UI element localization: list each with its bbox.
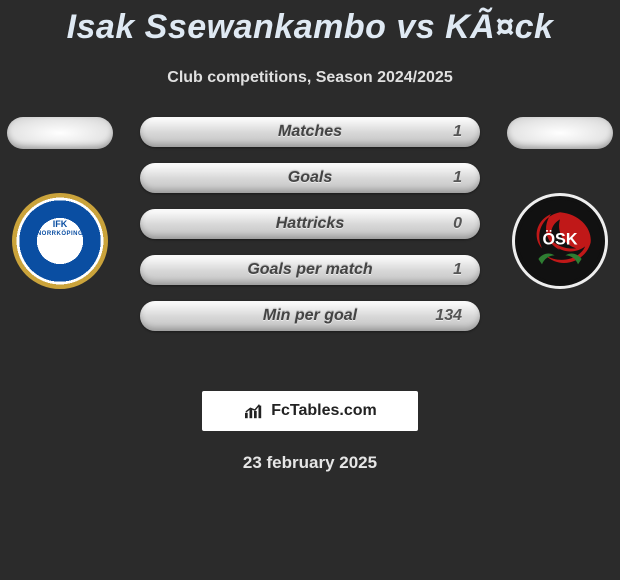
right-club-crest: ÖSK — [512, 193, 608, 289]
page-title: Isak Ssewankambo vs KÃ¤ck — [0, 0, 620, 47]
stat-row-goals: Goals 1 — [140, 163, 480, 193]
brand-text: FcTables.com — [271, 402, 377, 420]
stat-label: Goals per match — [140, 261, 480, 279]
stat-row-goals-per-match: Goals per match 1 — [140, 255, 480, 285]
stat-right-value: 134 — [435, 307, 462, 325]
left-crest-text-top: IFK — [12, 219, 108, 229]
right-crest-text: ÖSK — [542, 230, 577, 249]
stat-right-value: 1 — [453, 261, 462, 279]
stat-right-value: 1 — [453, 169, 462, 187]
stat-row-hattricks: Hattricks 0 — [140, 209, 480, 239]
brand-box[interactable]: FcTables.com — [202, 391, 418, 431]
stat-right-value: 1 — [453, 123, 462, 141]
brand-chart-icon — [243, 402, 265, 420]
left-player-name-pill — [7, 117, 113, 149]
left-crest-text-bottom: NORRKÖPING — [12, 231, 108, 237]
subtitle: Club competitions, Season 2024/2025 — [0, 69, 620, 87]
stat-right-value: 0 — [453, 215, 462, 233]
stat-rows: Matches 1 Goals 1 Hattricks 0 Goals per … — [140, 117, 480, 347]
right-crest-svg: ÖSK — [515, 196, 605, 286]
right-club-column: ÖSK — [500, 117, 620, 289]
right-player-name-pill — [507, 117, 613, 149]
stat-label: Matches — [140, 123, 480, 141]
stat-label: Min per goal — [140, 307, 480, 325]
stat-row-matches: Matches 1 — [140, 117, 480, 147]
stat-label: Goals — [140, 169, 480, 187]
comparison-stage: IFK NORRKÖPING ÖSK Matches 1 Goals 1 — [0, 117, 620, 377]
left-club-column: IFK NORRKÖPING — [0, 117, 120, 289]
stat-label: Hattricks — [140, 215, 480, 233]
stat-row-min-per-goal: Min per goal 134 — [140, 301, 480, 331]
date-line: 23 february 2025 — [0, 453, 620, 473]
left-club-crest: IFK NORRKÖPING — [12, 193, 108, 289]
